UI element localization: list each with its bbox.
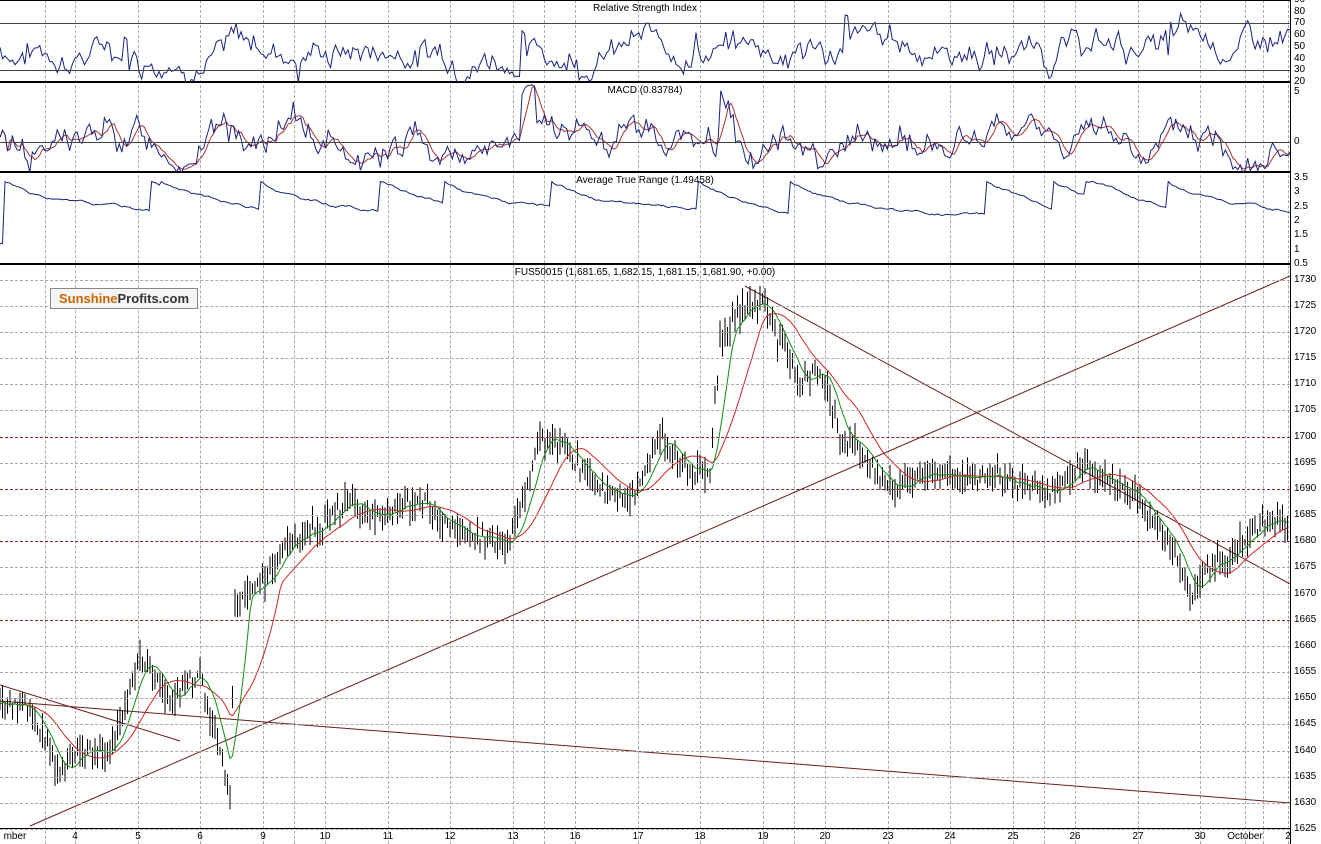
grid-line-horizontal <box>0 410 1290 411</box>
price-chart <box>0 265 1290 830</box>
x-axis-label: 30 <box>1194 831 1205 842</box>
reference-line <box>0 142 1290 143</box>
grid-line-horizontal <box>0 594 1290 595</box>
grid-line-horizontal <box>0 280 1290 281</box>
support-resistance-level <box>0 437 1290 438</box>
grid-line-horizontal <box>0 751 1290 752</box>
x-axis-label: 6 <box>197 831 203 842</box>
reference-line <box>0 70 1290 71</box>
grid-line-horizontal <box>0 567 1290 568</box>
watermark-profits: Profits.com <box>118 291 190 306</box>
support-resistance-level <box>0 541 1290 542</box>
macd-line-chart <box>0 83 1290 173</box>
grid-line-horizontal <box>0 515 1290 516</box>
atr-line-chart <box>0 173 1290 265</box>
x-axis-label: 11 <box>383 831 393 842</box>
grid-line-horizontal <box>0 724 1290 725</box>
grid-line-horizontal <box>0 803 1290 804</box>
watermark-sunshine: Sunshine <box>59 291 118 306</box>
x-axis-label: 4 <box>72 831 78 842</box>
reference-line <box>0 23 1290 24</box>
price-panel: FUS50015 (1,681.65, 1,682.15, 1,681.15, … <box>0 264 1290 829</box>
x-axis-label: 23 <box>882 831 893 842</box>
x-axis-label: 19 <box>757 831 768 842</box>
x-axis-label: 27 <box>1132 831 1143 842</box>
atr-panel: Average True Range (1.49458) <box>0 172 1290 264</box>
x-axis-label: 25 <box>1007 831 1018 842</box>
x-axis-label: 12 <box>444 831 455 842</box>
support-resistance-level <box>0 620 1290 621</box>
x-axis-label: 10 <box>319 831 330 842</box>
x-axis-label: October <box>1227 831 1263 842</box>
macd-panel: MACD (0.83784) <box>0 82 1290 172</box>
grid-line-horizontal <box>0 672 1290 673</box>
support-resistance-level <box>0 489 1290 490</box>
grid-line-horizontal <box>0 463 1290 464</box>
x-axis-label: 16 <box>569 831 580 842</box>
chart-container: Relative Strength Index MACD (0.83784) A… <box>0 0 1290 844</box>
watermark-label: SunshineProfits.com <box>50 288 198 309</box>
x-axis-label: 20 <box>819 831 830 842</box>
x-axis-label: 24 <box>944 831 955 842</box>
x-axis-label: 18 <box>694 831 705 842</box>
grid-line-horizontal <box>0 384 1290 385</box>
grid-line-horizontal <box>0 698 1290 699</box>
x-axis-label: 5 <box>135 831 141 842</box>
x-axis-label: 17 <box>632 831 643 842</box>
grid-line-horizontal <box>0 777 1290 778</box>
grid-line-horizontal <box>0 332 1290 333</box>
grid-line-horizontal <box>0 646 1290 647</box>
grid-line-horizontal <box>0 829 1290 830</box>
x-axis-label: mber <box>4 831 27 842</box>
x-axis-label: 9 <box>260 831 266 842</box>
grid-line-horizontal <box>0 358 1290 359</box>
x-axis-label: 13 <box>507 831 518 842</box>
x-axis-label: 26 <box>1069 831 1080 842</box>
